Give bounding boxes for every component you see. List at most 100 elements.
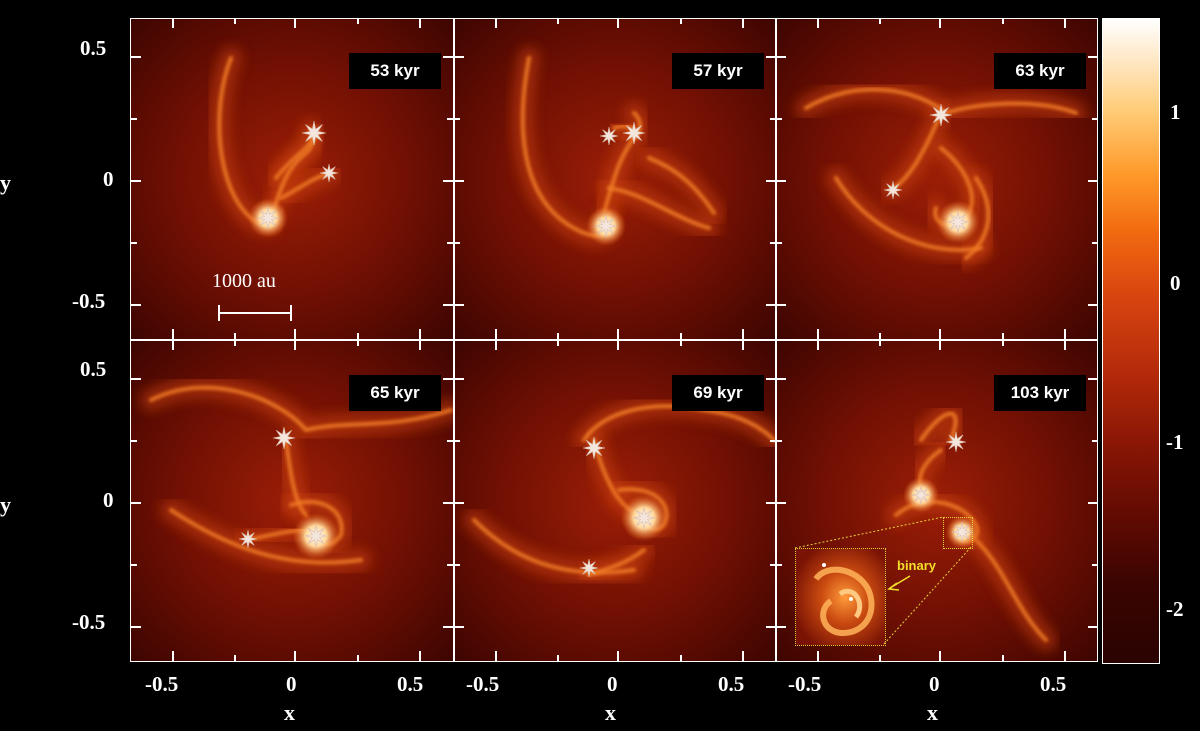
gas-filament (964, 176, 991, 260)
y-tick (454, 502, 464, 504)
y-axis-title: y (0, 170, 11, 195)
y-tick (1088, 304, 1098, 306)
y-tick (766, 304, 776, 306)
frame-top (131, 18, 1098, 19)
x-tick (680, 655, 682, 661)
x-tick (817, 329, 819, 339)
x-tick (495, 340, 497, 350)
y-tick (770, 242, 776, 244)
gas-filament (974, 538, 1048, 642)
y-tick (1092, 440, 1098, 442)
x-tick (742, 18, 744, 28)
star-icon (579, 558, 599, 578)
x-tick-label: -0.5 (788, 672, 822, 696)
x-tick (234, 655, 236, 661)
y-tick (131, 118, 137, 120)
frame-right (1097, 18, 1098, 662)
x-tick (680, 333, 682, 339)
x-tick-label: 0 (929, 672, 940, 696)
star-icon (911, 485, 931, 505)
x-tick (617, 651, 619, 661)
gas-filament (472, 518, 636, 575)
y-tick (1088, 502, 1098, 504)
x-tick-label: 0 (607, 672, 618, 696)
y-tick (443, 180, 453, 182)
x-tick-label: 0.5 (397, 672, 424, 696)
y-tick (1092, 118, 1098, 120)
x-tick (234, 340, 236, 346)
x-tick (680, 340, 682, 346)
y-tick (776, 56, 786, 58)
y-tick (770, 564, 776, 566)
y-tick (766, 180, 776, 182)
y-tick (776, 564, 782, 566)
gas-filament (169, 508, 363, 565)
y-tick (454, 56, 464, 58)
y-tick (131, 502, 141, 504)
y-tick (447, 440, 453, 442)
y-tick (776, 440, 782, 442)
y-tick-label: 0 (103, 167, 114, 191)
x-tick (939, 18, 941, 28)
y-tick (454, 242, 460, 244)
x-tick (879, 333, 881, 339)
x-tick (817, 18, 819, 28)
x-tick (357, 340, 359, 346)
x-tick (172, 18, 174, 28)
x-tick (294, 18, 296, 28)
x-tick (680, 18, 682, 24)
gas-filament (149, 385, 453, 433)
y-tick (131, 304, 141, 306)
x-tick (557, 340, 559, 346)
x-tick (557, 655, 559, 661)
x-axis-title: x (605, 700, 616, 725)
y-tick (443, 626, 453, 628)
star-icon (929, 103, 953, 127)
x-tick (1002, 18, 1004, 24)
gas-filament (587, 548, 646, 577)
y-tick (454, 440, 460, 442)
x-tick (617, 329, 619, 339)
star-icon (304, 524, 328, 548)
colorbar-tick-label: 1 (1170, 100, 1181, 124)
y-tick (766, 378, 776, 380)
frame-divider (775, 18, 777, 662)
binary-label: binary (897, 558, 937, 573)
star-icon (951, 521, 973, 543)
x-tick (1002, 655, 1004, 661)
x-tick (742, 329, 744, 339)
star-icon (883, 180, 903, 200)
y-tick (776, 502, 786, 504)
x-tick (1064, 329, 1066, 339)
y-tick-label: -0.5 (72, 289, 106, 313)
y-tick-label: 0 (103, 488, 114, 512)
time-label: 53 kyr (349, 53, 441, 89)
colorbar-tick-label: -2 (1166, 597, 1184, 621)
x-tick (817, 340, 819, 350)
x-tick (419, 340, 421, 350)
y-tick (776, 242, 782, 244)
y-tick (766, 56, 776, 58)
x-tick (172, 329, 174, 339)
x-tick-label: -0.5 (145, 672, 179, 696)
x-tick-label: 0 (286, 672, 297, 696)
x-tick (357, 333, 359, 339)
y-tick (776, 180, 786, 182)
y-tick (454, 304, 464, 306)
y-tick (443, 502, 453, 504)
x-tick (234, 18, 236, 24)
x-tick-label: -0.5 (466, 672, 500, 696)
y-tick (454, 626, 464, 628)
x-tick (419, 651, 421, 661)
y-tick (770, 118, 776, 120)
x-tick (879, 18, 881, 24)
y-tick (447, 242, 453, 244)
x-tick (742, 340, 744, 350)
y-tick (454, 378, 464, 380)
zoom-source-box (943, 517, 973, 549)
y-tick (131, 180, 141, 182)
x-tick (1002, 333, 1004, 339)
colorbar-tick-label: 0 (1170, 271, 1181, 295)
y-tick (1092, 242, 1098, 244)
y-tick-label: -0.5 (72, 610, 106, 634)
